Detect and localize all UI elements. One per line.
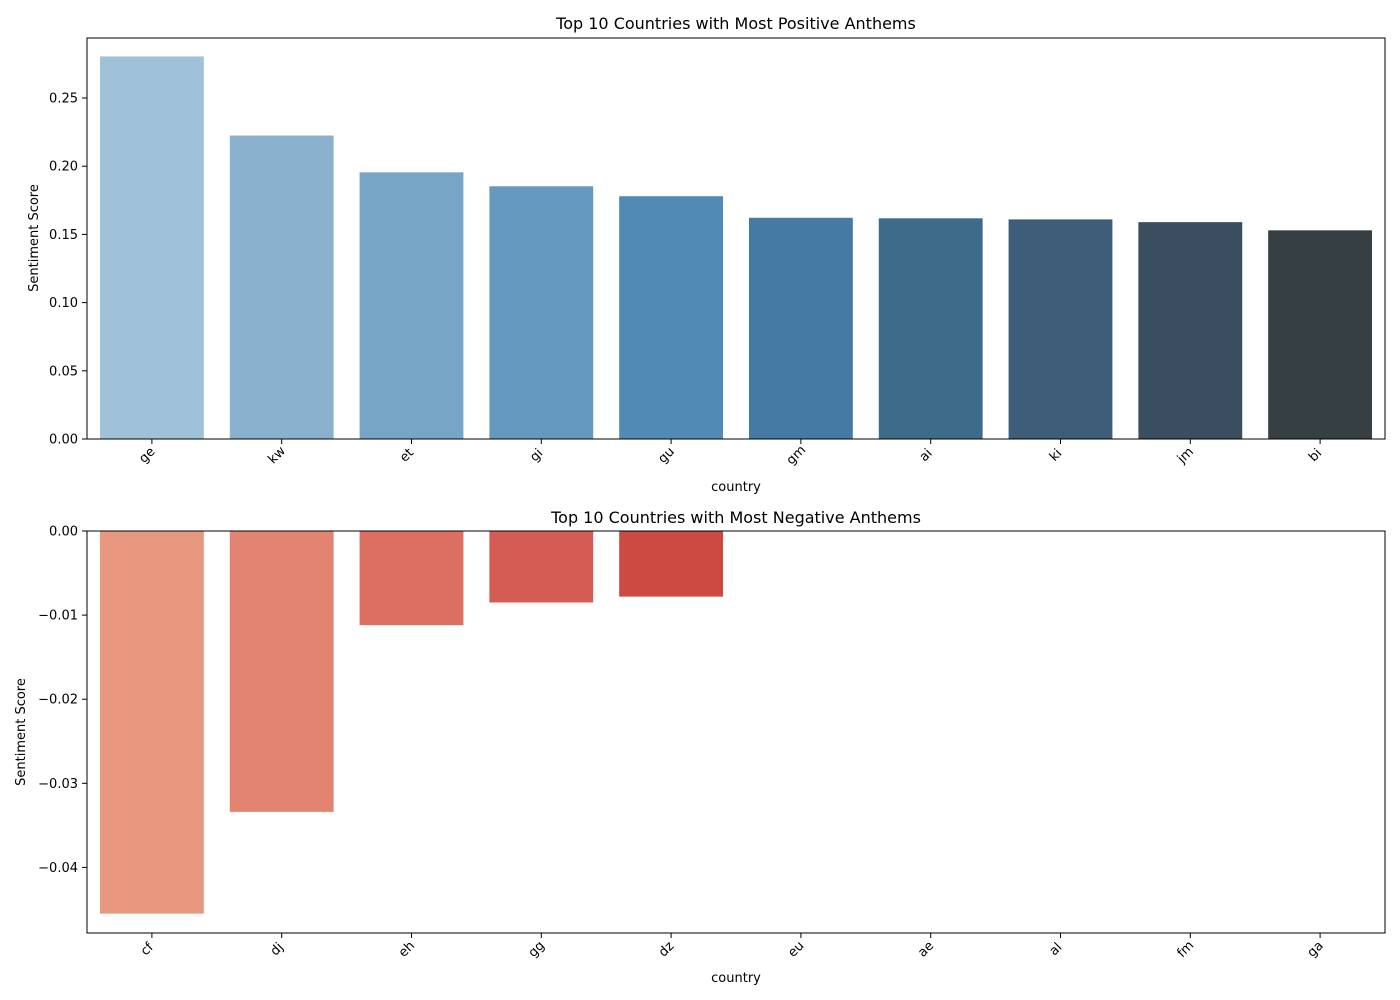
- bar-eh: [359, 531, 464, 626]
- bars: [99, 531, 724, 914]
- bar-ki: [1008, 219, 1113, 439]
- bar-gi: [489, 186, 594, 439]
- x-axis-label: country: [711, 971, 761, 986]
- x-axis-label: country: [711, 480, 761, 495]
- x-tick-label: gu: [655, 444, 677, 466]
- x-tick-label: ga: [1305, 938, 1327, 960]
- x-tick-label: jm: [1174, 444, 1197, 467]
- plot-frame: [86, 37, 1386, 440]
- x-tick-label: gg: [526, 938, 548, 960]
- x-tick-label: ge: [136, 444, 158, 466]
- x-tick-label: al: [1047, 940, 1066, 959]
- chart-title: Top 10 Countries with Most Negative Anth…: [550, 508, 921, 527]
- x-tick-label: dj: [268, 940, 287, 959]
- negative-anthems-chart: Top 10 Countries with Most Negative Anth…: [14, 508, 1386, 986]
- bar-bi: [1268, 230, 1373, 439]
- bar-gg: [489, 531, 594, 603]
- y-tick-label: −0.02: [38, 693, 78, 708]
- x-tick-label: eu: [785, 938, 807, 960]
- bar-cf: [99, 531, 204, 914]
- y-tick-label: 0.00: [49, 433, 78, 448]
- x-tick-label: ai: [917, 446, 936, 465]
- x-tick-label: ae: [915, 939, 937, 961]
- y-tick-label: 0.20: [49, 160, 78, 175]
- bars: [99, 56, 1373, 440]
- bar-ge: [99, 56, 204, 439]
- plot-frame: [86, 530, 1386, 934]
- y-axis-label: Sentiment Score: [27, 184, 42, 292]
- y-tick-label: 0.05: [49, 364, 78, 379]
- y-tick-label: −0.03: [38, 777, 78, 792]
- bar-dz: [619, 531, 724, 597]
- y-tick-label: −0.01: [38, 609, 78, 624]
- y-tick-label: −0.04: [38, 861, 78, 876]
- positive-anthems-chart: Top 10 Countries with Most Positive Anth…: [27, 14, 1386, 495]
- y-tick-label: 0.15: [49, 228, 78, 243]
- chart-title: Top 10 Countries with Most Positive Anth…: [555, 14, 916, 33]
- y-tick-label: 0.00: [49, 525, 78, 540]
- bar-gu: [619, 196, 724, 439]
- y-ticks: 0.00 −0.01 −0.02 −0.03 −0.04: [38, 525, 87, 876]
- x-tick-label: cf: [138, 940, 157, 959]
- bar-jm: [1138, 222, 1243, 439]
- bar-ai: [878, 218, 983, 439]
- x-tick-label: ki: [1047, 446, 1065, 464]
- x-tick-label: gm: [784, 443, 809, 468]
- x-tick-label: gi: [527, 446, 546, 465]
- bar-dj: [229, 531, 334, 812]
- x-tick-label: fm: [1174, 938, 1197, 961]
- x-ticks: cf dj eh gg dz eu ae al fm ga: [138, 933, 1327, 961]
- x-tick-label: et: [397, 446, 417, 466]
- x-tick-label: bi: [1306, 446, 1325, 465]
- x-tick-label: eh: [396, 938, 418, 960]
- x-tick-label: kw: [265, 444, 289, 468]
- y-tick-label: 0.10: [49, 296, 78, 311]
- y-tick-label: 0.25: [49, 92, 78, 107]
- bar-gm: [748, 217, 853, 439]
- x-tick-label: dz: [656, 939, 677, 960]
- x-ticks: ge kw et gi gu gm ai ki jm bi: [136, 439, 1325, 468]
- y-axis-label: Sentiment Score: [14, 678, 29, 786]
- bar-kw: [229, 135, 334, 440]
- y-ticks: 0.00 0.05 0.10 0.15 0.20 0.25: [49, 92, 87, 448]
- bar-et: [359, 172, 464, 439]
